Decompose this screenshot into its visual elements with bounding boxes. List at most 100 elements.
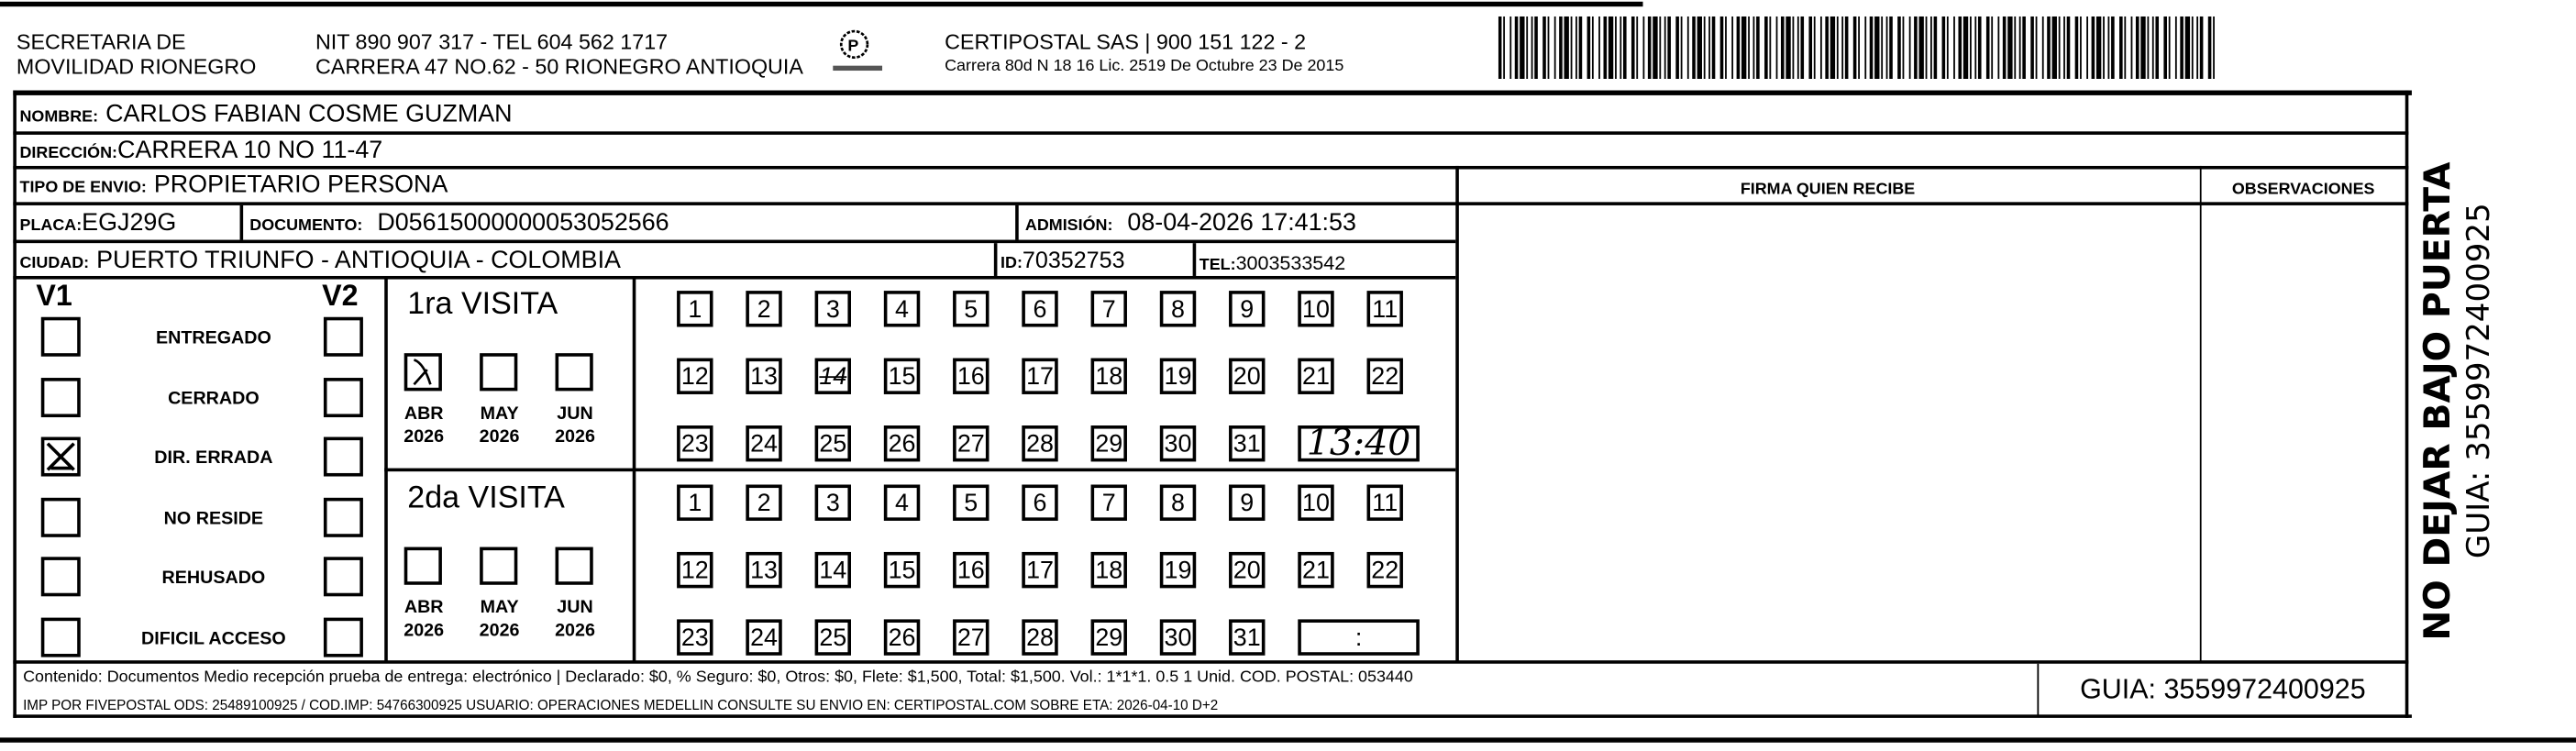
day-box[interactable]: 11 [1366,291,1403,327]
day-box[interactable]: 24 [746,619,782,656]
day-box[interactable]: 2 [746,484,782,521]
barcode-bar [1808,16,1813,79]
v2-checkbox[interactable] [323,377,363,417]
day-box[interactable]: 9 [1229,484,1266,521]
day-box[interactable]: 18 [1090,358,1127,394]
v1-checkbox[interactable] [40,377,81,417]
month-checkbox[interactable] [404,547,442,585]
barcode-bar [2147,16,2150,79]
day-box[interactable]: 23 [677,425,713,462]
day-box[interactable]: 1 [677,291,713,327]
day-box[interactable]: 13 [746,358,782,394]
day-box[interactable]: 22 [1366,551,1403,589]
day-box[interactable]: 10 [1298,291,1334,327]
v1-checkbox[interactable] [40,616,81,657]
day-box[interactable]: 14 [814,551,851,589]
day-box[interactable]: 29 [1090,619,1127,656]
month-label: JUN 2026 [546,596,604,642]
v1-checkbox[interactable] [40,316,81,357]
time-box[interactable]: 13:40 [1298,425,1420,462]
time-box[interactable]: : [1298,619,1420,656]
barcode-bar [1970,16,1972,79]
day-box[interactable]: 31 [1229,425,1266,462]
day-box[interactable]: 25 [814,425,851,462]
day-box[interactable]: 16 [953,358,989,394]
day-box[interactable]: 23 [677,619,713,656]
month-checkbox[interactable] [480,353,518,392]
day-box[interactable]: 16 [953,551,989,589]
month-checkbox[interactable] [555,547,593,585]
day-box[interactable]: 14 [814,358,851,394]
day-box[interactable]: 15 [883,551,921,589]
v2-checkbox[interactable] [323,616,363,657]
day-box[interactable]: 11 [1366,484,1403,521]
day-box[interactable]: 19 [1159,551,1197,589]
day-box[interactable]: 20 [1229,358,1266,394]
month-name: JUN [557,598,593,618]
nombre-value: CARLOS FABIAN COSME GUZMAN [105,100,513,128]
day-box[interactable]: 29 [1090,425,1127,462]
month-checkbox[interactable] [555,353,593,392]
footer-line2: IMP POR FIVEPOSTAL ODS: 25489100925 / CO… [23,696,1219,713]
day-box[interactable]: 3 [814,484,851,521]
day-box[interactable]: 9 [1229,291,1266,327]
barcode-bar [2130,16,2133,79]
v2-checkbox[interactable] [323,316,363,357]
day-box[interactable]: 12 [677,551,713,589]
day-box[interactable]: 27 [953,619,989,656]
barcode-bar [1736,16,1741,79]
month-year: 2026 [404,426,445,447]
day-box[interactable]: 28 [1022,619,1058,656]
barcode-bar [1769,16,1772,79]
barcode-bar [2140,16,2146,79]
day-box[interactable]: 30 [1159,619,1197,656]
v2-checkbox[interactable] [323,557,363,597]
day-box[interactable]: 31 [1229,619,1266,656]
day-box[interactable]: 15 [883,358,921,394]
day-box[interactable]: 5 [953,291,989,327]
day-box[interactable]: 20 [1229,551,1266,589]
v1-checkbox[interactable] [40,436,81,477]
day-box[interactable]: 4 [883,484,921,521]
v2-checkbox[interactable] [323,496,363,536]
day-box[interactable]: 3 [814,291,851,327]
month-checkbox[interactable] [404,353,442,392]
day-box[interactable]: 8 [1159,484,1197,521]
day-box[interactable]: 4 [883,291,921,327]
month-checkbox[interactable] [480,547,518,585]
day-box[interactable]: 30 [1159,425,1197,462]
day-box[interactable]: 1 [677,484,713,521]
day-box[interactable]: 6 [1022,291,1058,327]
day-box[interactable]: 12 [677,358,713,394]
day-box[interactable]: 2 [746,291,782,327]
v1-checkbox[interactable] [40,496,81,536]
day-box[interactable]: 25 [814,619,851,656]
barcode-bar [1775,16,1778,79]
cell-divider [1192,243,1197,276]
day-box[interactable]: 26 [883,425,921,462]
day-box[interactable]: 17 [1022,551,1058,589]
day-box[interactable]: 13 [746,551,782,589]
day-box[interactable]: 8 [1159,291,1197,327]
day-box[interactable]: 27 [953,425,989,462]
v1-checkbox[interactable] [40,557,81,597]
day-box[interactable]: 24 [746,425,782,462]
day-box[interactable]: 21 [1298,551,1334,589]
day-box[interactable]: 10 [1298,484,1334,521]
barcode-bar [1719,16,1724,79]
day-box[interactable]: 7 [1090,291,1127,327]
day-box[interactable]: 17 [1022,358,1058,394]
day-box[interactable]: 5 [953,484,989,521]
day-box[interactable]: 28 [1022,425,1058,462]
day-box[interactable]: 6 [1022,484,1058,521]
barcode-bar [1897,16,1901,79]
status-label: DIR. ERRADA [154,448,273,469]
day-box[interactable]: 26 [883,619,921,656]
day-box[interactable]: 21 [1298,358,1334,394]
barcode-bar [1653,16,1658,79]
day-box[interactable]: 19 [1159,358,1197,394]
day-box[interactable]: 22 [1366,358,1403,394]
v2-checkbox[interactable] [323,436,363,477]
day-box[interactable]: 18 [1090,551,1127,589]
day-box[interactable]: 7 [1090,484,1127,521]
